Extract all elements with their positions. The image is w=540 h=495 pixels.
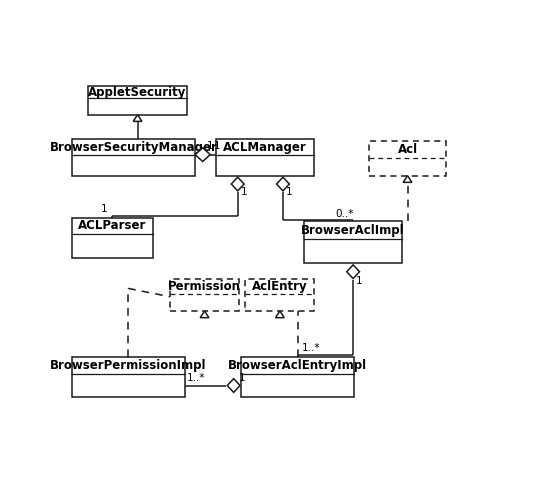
Polygon shape — [276, 177, 289, 191]
Text: AppletSecurity: AppletSecurity — [89, 86, 187, 99]
Polygon shape — [304, 221, 402, 263]
Text: BrowserAclEntryImpl: BrowserAclEntryImpl — [228, 358, 367, 372]
Text: ACLParser: ACLParser — [78, 219, 147, 233]
Text: 1: 1 — [101, 204, 107, 214]
Polygon shape — [241, 357, 354, 396]
Text: 1: 1 — [356, 276, 362, 286]
Text: 1: 1 — [207, 141, 213, 151]
Text: 0..*: 0..* — [335, 209, 354, 219]
Polygon shape — [369, 142, 446, 176]
Text: Acl: Acl — [397, 143, 417, 156]
Text: Permission: Permission — [168, 280, 241, 293]
Polygon shape — [89, 86, 187, 115]
Text: ACLManager: ACLManager — [224, 141, 307, 153]
Text: 1: 1 — [239, 373, 246, 383]
Polygon shape — [72, 218, 153, 257]
Polygon shape — [216, 140, 314, 176]
Text: BrowserPermissionImpl: BrowserPermissionImpl — [50, 358, 206, 372]
Text: BrowserSecurityManager: BrowserSecurityManager — [50, 141, 218, 153]
Polygon shape — [227, 379, 240, 393]
Text: 1: 1 — [241, 188, 248, 198]
Text: 1..*: 1..* — [302, 344, 320, 353]
Text: 1: 1 — [213, 141, 220, 151]
Polygon shape — [245, 279, 314, 311]
Text: 1..*: 1..* — [187, 373, 205, 383]
Polygon shape — [72, 140, 195, 176]
Text: BrowserAclImpl: BrowserAclImpl — [301, 224, 405, 237]
Polygon shape — [72, 357, 185, 396]
Polygon shape — [195, 148, 210, 161]
Polygon shape — [200, 311, 209, 318]
Polygon shape — [403, 176, 412, 182]
Polygon shape — [170, 279, 239, 311]
Polygon shape — [133, 115, 142, 121]
Polygon shape — [231, 177, 244, 191]
Text: AclEntry: AclEntry — [252, 280, 308, 293]
Polygon shape — [347, 265, 360, 279]
Polygon shape — [275, 311, 284, 318]
Text: 1: 1 — [286, 188, 292, 198]
